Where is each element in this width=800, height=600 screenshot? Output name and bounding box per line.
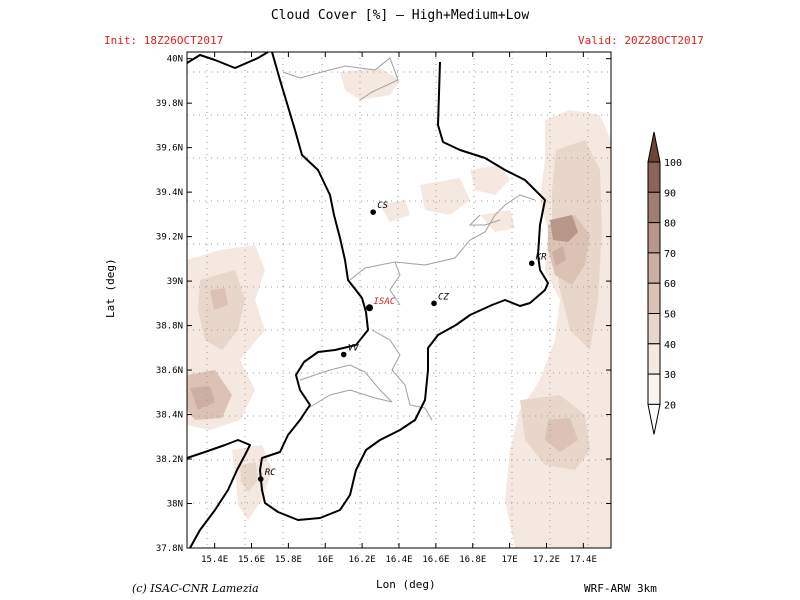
colorbar: 100 90 80 70 60 50 40 30 20 bbox=[647, 131, 682, 435]
city-marker bbox=[257, 476, 264, 482]
city-markers: CS KR ISAC CZ VV RC bbox=[257, 201, 547, 482]
colorbar-segment bbox=[647, 282, 661, 315]
colorbar-label: 50 bbox=[664, 310, 676, 321]
colorbar-label: 90 bbox=[664, 188, 676, 199]
y-tick-label: 40N bbox=[167, 55, 183, 65]
city-marker bbox=[340, 351, 347, 358]
province-borders bbox=[282, 57, 536, 421]
model-name: WRF-ARW 3km bbox=[584, 582, 657, 595]
city-label: ISAC bbox=[374, 297, 396, 307]
colorbar-label: 60 bbox=[664, 279, 676, 290]
city-marker bbox=[431, 300, 437, 307]
x-tick-label: 15.8E bbox=[275, 555, 302, 565]
city-marker bbox=[366, 304, 374, 312]
y-tick-label: 39.2N bbox=[156, 233, 183, 243]
colorbar-label: 100 bbox=[664, 158, 682, 169]
coastline bbox=[186, 51, 549, 549]
city-label: VV bbox=[348, 343, 359, 353]
x-axis-label: Lon (deg) bbox=[376, 578, 436, 591]
colorbar-segment bbox=[647, 373, 661, 405]
city-marker bbox=[370, 209, 376, 215]
colorbar-label: 30 bbox=[664, 370, 676, 381]
valid-time: Valid: 20Z28OCT2017 bbox=[578, 34, 704, 47]
y-tick-label: 38.4N bbox=[156, 411, 183, 421]
x-tick-label: 15.6E bbox=[238, 555, 265, 565]
y-tick-label: 39.4N bbox=[156, 188, 183, 198]
city-marker bbox=[528, 260, 535, 267]
y-tick-label: 38.2N bbox=[156, 455, 183, 465]
x-tick-label: 17E bbox=[501, 555, 517, 565]
colorbar-segment bbox=[647, 313, 661, 345]
colorbar-min-triangle bbox=[647, 403, 661, 435]
colorbar-label: 70 bbox=[664, 249, 676, 260]
x-tick-label: 16.6E bbox=[422, 555, 449, 565]
y-tick-label: 38.8N bbox=[156, 322, 183, 332]
city-label: RC bbox=[265, 468, 276, 478]
y-tick-label: 39.6N bbox=[156, 144, 183, 154]
colorbar-label: 20 bbox=[664, 400, 676, 411]
colorbar-max-triangle bbox=[647, 131, 661, 163]
y-tick-label: 39.8N bbox=[156, 99, 183, 109]
x-tick-label: 16.8E bbox=[459, 555, 486, 565]
city-label: CZ bbox=[438, 292, 449, 302]
cloud-cover-shading bbox=[187, 68, 611, 548]
x-tick-label: 17.2E bbox=[533, 555, 560, 565]
city-label: CS bbox=[377, 201, 388, 211]
y-axis-label: Lat (deg) bbox=[104, 258, 117, 318]
colorbar-label: 80 bbox=[664, 219, 676, 230]
colorbar-segment bbox=[647, 222, 661, 254]
init-time: Init: 18Z26OCT2017 bbox=[104, 34, 224, 47]
colorbar-segment bbox=[647, 252, 661, 284]
y-tick-label: 39N bbox=[167, 277, 183, 287]
y-tick-label: 38.6N bbox=[156, 366, 183, 376]
y-tick-label: 37.8N bbox=[156, 544, 183, 554]
city-label: KR bbox=[535, 252, 547, 262]
credit-text: (c) ISAC-CNR Lamezia bbox=[132, 582, 259, 595]
x-tick-label: 17.4E bbox=[570, 555, 597, 565]
x-tick-label: 16.4E bbox=[385, 555, 412, 565]
colorbar-segment bbox=[647, 191, 661, 224]
colorbar-segment bbox=[647, 161, 661, 193]
axis-tick-labels: 15.4E 15.6E 15.8E 16E 16.2E 16.4E 16.6E 16.8E 17… bbox=[156, 55, 597, 565]
x-tick-label: 15.4E bbox=[201, 555, 228, 565]
y-tick-label: 38N bbox=[167, 500, 183, 510]
colorbar-segment bbox=[647, 343, 661, 375]
axis-ticks bbox=[187, 52, 611, 549]
map-title: Cloud Cover [%] — High+Medium+Low bbox=[270, 8, 530, 23]
x-tick-label: 16E bbox=[317, 555, 333, 565]
x-tick-label: 16.2E bbox=[349, 555, 376, 565]
colorbar-label: 40 bbox=[664, 340, 676, 351]
